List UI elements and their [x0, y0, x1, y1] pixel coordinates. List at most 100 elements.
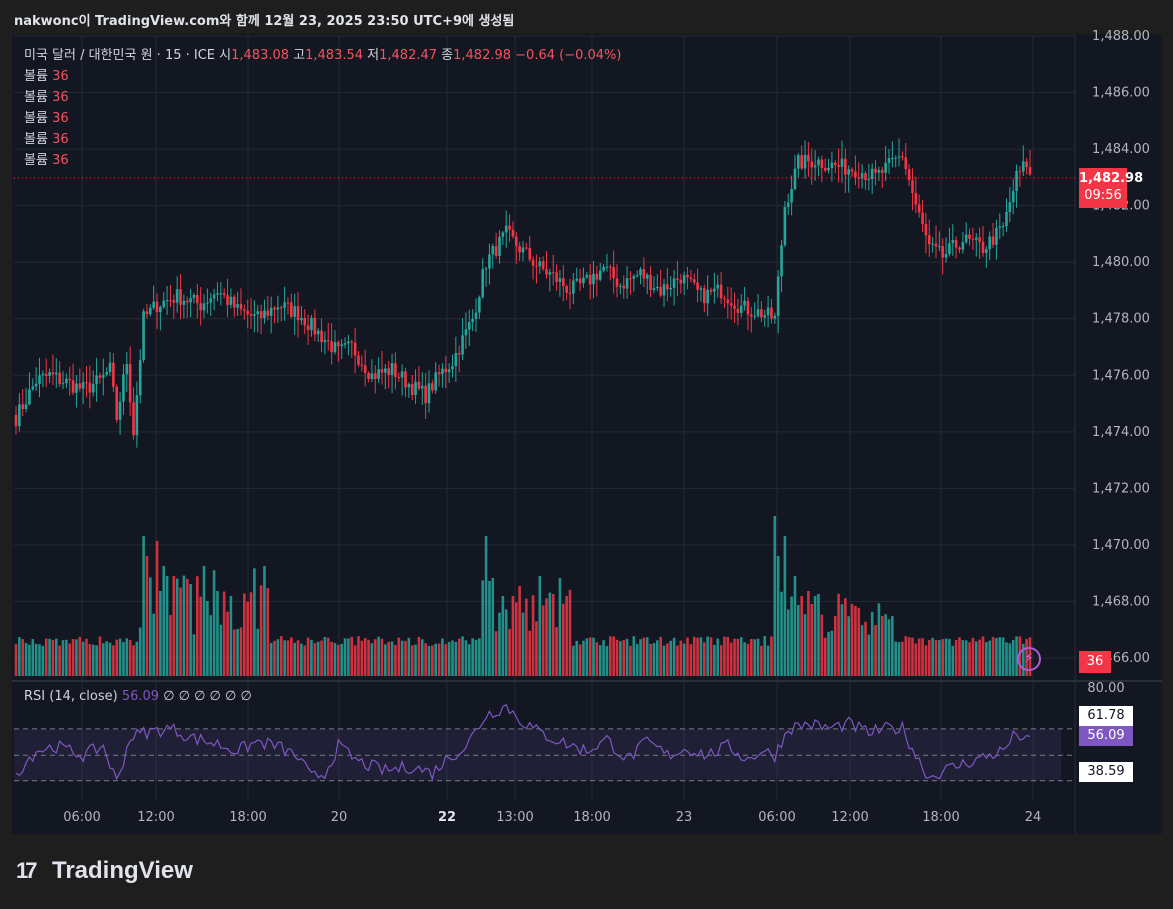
candle-body — [71, 380, 75, 393]
candle-body — [672, 278, 676, 288]
candle-body — [101, 374, 105, 378]
volume-bar — [850, 603, 854, 676]
chart-area[interactable] — [12, 34, 1162, 834]
volume-bar — [894, 641, 897, 676]
volume-bar — [525, 598, 528, 676]
volume-bar — [528, 630, 532, 676]
volume-bar — [434, 643, 438, 676]
volume-bar — [807, 591, 810, 676]
candle-body — [733, 305, 736, 309]
volume-bar — [464, 640, 468, 676]
volume-bar — [847, 616, 850, 676]
volume-legend-row[interactable]: 볼륨 36 — [24, 129, 621, 150]
lightning-icon[interactable]: ⚡ — [1017, 647, 1041, 671]
rsi-legend[interactable]: RSI (14, close) 56.09 ∅ ∅ ∅ ∅ ∅ ∅ — [24, 689, 252, 704]
volume-bar — [306, 637, 310, 676]
volume-bar — [41, 645, 45, 676]
volume-bar — [773, 516, 777, 676]
volume-bar — [44, 638, 48, 676]
candle-body — [941, 246, 945, 258]
volume-bar — [682, 643, 686, 676]
candle-body — [216, 293, 219, 295]
volume-legend-row[interactable]: 볼륨 36 — [24, 66, 621, 87]
volume-bar — [991, 637, 995, 676]
volume-legend-row[interactable]: 볼륨 36 — [24, 108, 621, 129]
candle-body — [326, 340, 330, 342]
candle-body — [159, 307, 162, 313]
candle-body — [709, 289, 713, 292]
volume-bar — [105, 641, 108, 676]
y-tick-label: 1,480.00 — [1092, 255, 1150, 270]
volume-bar — [518, 586, 521, 676]
candle-body — [659, 286, 662, 296]
candle-body — [256, 311, 260, 315]
volume-bar — [159, 591, 162, 676]
volume-bar — [115, 639, 119, 676]
candle-body — [118, 401, 122, 420]
volume-bar — [75, 639, 78, 676]
volume-bar — [142, 536, 145, 676]
candle-body — [410, 383, 414, 396]
candle-body — [578, 278, 582, 284]
volume-bar — [716, 638, 720, 676]
candle-body — [152, 301, 155, 308]
volume-bar — [844, 598, 847, 676]
volume-value: 36 — [52, 90, 69, 105]
candle-body — [444, 368, 448, 373]
volume-legend-row[interactable]: 볼륨 36 — [24, 150, 621, 171]
candle-body — [172, 300, 176, 303]
volume-bar — [810, 603, 814, 676]
volume-bar — [28, 644, 31, 676]
candle-body — [390, 363, 394, 376]
volume-bar — [508, 628, 511, 676]
candle-body — [377, 369, 380, 379]
candle-body — [531, 259, 535, 266]
candle-body — [948, 243, 951, 254]
volume-legend-row[interactable]: 볼륨 36 — [24, 87, 621, 108]
candle-body — [820, 159, 824, 168]
candle-body — [833, 162, 837, 166]
volume-bar — [555, 627, 558, 676]
candle-body — [14, 414, 18, 427]
volume-bar — [266, 588, 270, 676]
volume-bar — [649, 643, 652, 676]
candle-body — [306, 325, 310, 331]
candle-body — [525, 247, 528, 249]
volume-bar — [71, 639, 75, 676]
volume-bar — [887, 619, 891, 676]
candle-body — [447, 369, 451, 373]
volume-bar — [326, 637, 330, 676]
candle-body — [914, 193, 918, 205]
volume-bar — [367, 639, 370, 676]
volume-bar — [776, 556, 780, 676]
candle-body — [860, 173, 864, 179]
candle-body — [138, 359, 142, 396]
candle-body — [666, 284, 669, 290]
candle-body — [135, 395, 139, 436]
candle-body — [149, 307, 152, 315]
candle-body — [689, 277, 693, 280]
volume-bar — [642, 637, 646, 676]
volume-bar — [514, 602, 518, 676]
candle-body — [437, 372, 441, 375]
candle-body — [498, 236, 501, 256]
candle-body — [783, 207, 787, 246]
brand-name: TradingView — [52, 857, 193, 884]
symbol-title[interactable]: 미국 달러 / 대한민국 원 · 15 · ICE — [24, 48, 216, 63]
volume-bar — [286, 640, 290, 676]
candle-body — [451, 366, 454, 370]
candle-body — [565, 286, 568, 293]
candle-body — [249, 314, 253, 316]
candle-body — [686, 274, 689, 278]
candle-body — [840, 158, 844, 167]
rsi-extra-values: ∅ ∅ ∅ ∅ ∅ ∅ — [163, 689, 252, 704]
volume-bar — [743, 642, 746, 676]
volume-bar — [857, 607, 861, 676]
volume-bar — [645, 637, 649, 676]
rsi-label: RSI (14, close) — [24, 689, 118, 704]
candle-body — [296, 306, 300, 321]
rsi-line — [15, 703, 1031, 782]
candle-body — [61, 383, 65, 385]
candle-body — [625, 278, 629, 289]
